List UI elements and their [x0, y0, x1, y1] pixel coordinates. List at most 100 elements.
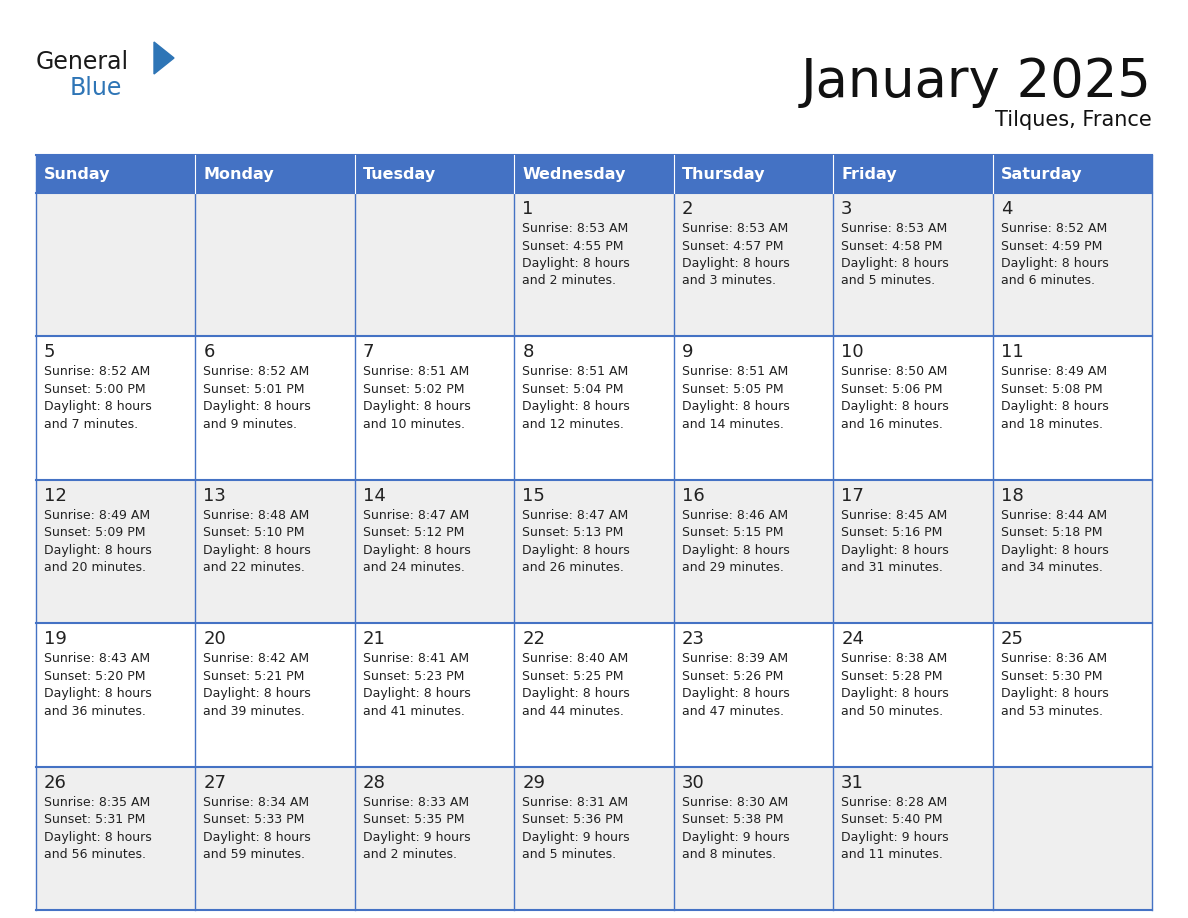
Text: and 56 minutes.: and 56 minutes.	[44, 848, 146, 861]
Bar	[36, 155, 196, 193]
Text: Sunrise: 8:52 AM: Sunrise: 8:52 AM	[203, 365, 310, 378]
Text: 19: 19	[44, 630, 67, 648]
Text: Sunrise: 8:35 AM: Sunrise: 8:35 AM	[44, 796, 150, 809]
Text: Daylight: 8 hours: Daylight: 8 hours	[203, 688, 311, 700]
Text: 31: 31	[841, 774, 864, 791]
Text: Sunset: 5:33 PM: Sunset: 5:33 PM	[203, 813, 305, 826]
Text: 1: 1	[523, 200, 533, 218]
Bar	[833, 623, 992, 767]
Text: 27: 27	[203, 774, 227, 791]
Text: 22: 22	[523, 630, 545, 648]
Text: Daylight: 8 hours: Daylight: 8 hours	[1000, 543, 1108, 557]
Text: and 18 minutes.: and 18 minutes.	[1000, 418, 1102, 431]
Text: Blue: Blue	[70, 76, 122, 100]
Text: 12: 12	[44, 487, 67, 505]
Bar	[514, 623, 674, 767]
Text: Sunrise: 8:53 AM: Sunrise: 8:53 AM	[682, 222, 788, 235]
Text: 3: 3	[841, 200, 853, 218]
Text: Daylight: 8 hours: Daylight: 8 hours	[841, 400, 949, 413]
Bar	[355, 193, 514, 336]
Text: Sunrise: 8:51 AM: Sunrise: 8:51 AM	[523, 365, 628, 378]
Text: and 3 minutes.: and 3 minutes.	[682, 274, 776, 287]
Text: and 16 minutes.: and 16 minutes.	[841, 418, 943, 431]
Bar	[196, 193, 355, 336]
Text: and 10 minutes.: and 10 minutes.	[362, 418, 465, 431]
Text: Daylight: 8 hours: Daylight: 8 hours	[523, 257, 630, 270]
Text: and 29 minutes.: and 29 minutes.	[682, 561, 784, 575]
Bar	[196, 336, 355, 480]
Text: 16: 16	[682, 487, 704, 505]
Text: Sunrise: 8:49 AM: Sunrise: 8:49 AM	[1000, 365, 1107, 378]
Text: Sunset: 5:05 PM: Sunset: 5:05 PM	[682, 383, 783, 396]
Text: 4: 4	[1000, 200, 1012, 218]
Text: 13: 13	[203, 487, 226, 505]
Text: Sunrise: 8:46 AM: Sunrise: 8:46 AM	[682, 509, 788, 521]
Text: Sunset: 5:31 PM: Sunset: 5:31 PM	[44, 813, 145, 826]
Text: 7: 7	[362, 343, 374, 362]
Text: and 2 minutes.: and 2 minutes.	[362, 848, 457, 861]
Text: and 8 minutes.: and 8 minutes.	[682, 848, 776, 861]
Bar	[355, 767, 514, 910]
Text: and 47 minutes.: and 47 minutes.	[682, 705, 784, 718]
Text: Sunset: 5:04 PM: Sunset: 5:04 PM	[523, 383, 624, 396]
Text: Sunset: 5:20 PM: Sunset: 5:20 PM	[44, 670, 145, 683]
Text: and 59 minutes.: and 59 minutes.	[203, 848, 305, 861]
Text: Daylight: 8 hours: Daylight: 8 hours	[44, 543, 152, 557]
Text: Sunrise: 8:40 AM: Sunrise: 8:40 AM	[523, 652, 628, 666]
Text: and 44 minutes.: and 44 minutes.	[523, 705, 624, 718]
Text: Daylight: 8 hours: Daylight: 8 hours	[362, 688, 470, 700]
Text: Sunrise: 8:28 AM: Sunrise: 8:28 AM	[841, 796, 947, 809]
Text: and 34 minutes.: and 34 minutes.	[1000, 561, 1102, 575]
Text: and 9 minutes.: and 9 minutes.	[203, 418, 297, 431]
Bar	[833, 193, 992, 336]
Bar	[355, 623, 514, 767]
Text: and 11 minutes.: and 11 minutes.	[841, 848, 943, 861]
Text: and 7 minutes.: and 7 minutes.	[44, 418, 138, 431]
Bar	[514, 155, 674, 193]
Text: 2: 2	[682, 200, 694, 218]
Bar	[196, 767, 355, 910]
Text: Sunset: 5:08 PM: Sunset: 5:08 PM	[1000, 383, 1102, 396]
Text: Daylight: 8 hours: Daylight: 8 hours	[203, 400, 311, 413]
Text: 24: 24	[841, 630, 864, 648]
Text: and 2 minutes.: and 2 minutes.	[523, 274, 617, 287]
Bar	[196, 480, 355, 623]
Text: Daylight: 8 hours: Daylight: 8 hours	[682, 400, 790, 413]
Text: Daylight: 8 hours: Daylight: 8 hours	[523, 688, 630, 700]
Text: Sunrise: 8:53 AM: Sunrise: 8:53 AM	[523, 222, 628, 235]
Text: Sunset: 5:25 PM: Sunset: 5:25 PM	[523, 670, 624, 683]
Text: Daylight: 8 hours: Daylight: 8 hours	[44, 831, 152, 844]
Bar	[674, 767, 833, 910]
Bar	[674, 336, 833, 480]
Text: Sunrise: 8:52 AM: Sunrise: 8:52 AM	[1000, 222, 1107, 235]
Bar	[514, 193, 674, 336]
Text: Tilques, France: Tilques, France	[996, 110, 1152, 130]
Text: and 6 minutes.: and 6 minutes.	[1000, 274, 1094, 287]
Text: 25: 25	[1000, 630, 1024, 648]
Text: Sunset: 5:28 PM: Sunset: 5:28 PM	[841, 670, 942, 683]
Text: Daylight: 9 hours: Daylight: 9 hours	[682, 831, 789, 844]
Text: Sunrise: 8:51 AM: Sunrise: 8:51 AM	[682, 365, 788, 378]
Text: Sunset: 5:35 PM: Sunset: 5:35 PM	[362, 813, 465, 826]
Text: Sunrise: 8:43 AM: Sunrise: 8:43 AM	[44, 652, 150, 666]
Text: Sunset: 5:16 PM: Sunset: 5:16 PM	[841, 526, 942, 539]
Text: 23: 23	[682, 630, 704, 648]
Bar	[992, 193, 1152, 336]
Bar	[355, 480, 514, 623]
Text: Daylight: 8 hours: Daylight: 8 hours	[682, 543, 790, 557]
Bar	[36, 767, 196, 910]
Text: Sunrise: 8:33 AM: Sunrise: 8:33 AM	[362, 796, 469, 809]
Bar	[36, 193, 196, 336]
Text: Sunset: 5:13 PM: Sunset: 5:13 PM	[523, 526, 624, 539]
Bar	[355, 155, 514, 193]
Bar	[514, 767, 674, 910]
Text: Sunday: Sunday	[44, 166, 110, 182]
Text: Sunset: 5:15 PM: Sunset: 5:15 PM	[682, 526, 783, 539]
Bar	[992, 336, 1152, 480]
Text: Sunset: 5:18 PM: Sunset: 5:18 PM	[1000, 526, 1102, 539]
Bar	[992, 767, 1152, 910]
Text: Sunrise: 8:49 AM: Sunrise: 8:49 AM	[44, 509, 150, 521]
Bar	[514, 480, 674, 623]
Text: Daylight: 8 hours: Daylight: 8 hours	[203, 831, 311, 844]
Text: Sunset: 5:36 PM: Sunset: 5:36 PM	[523, 813, 624, 826]
